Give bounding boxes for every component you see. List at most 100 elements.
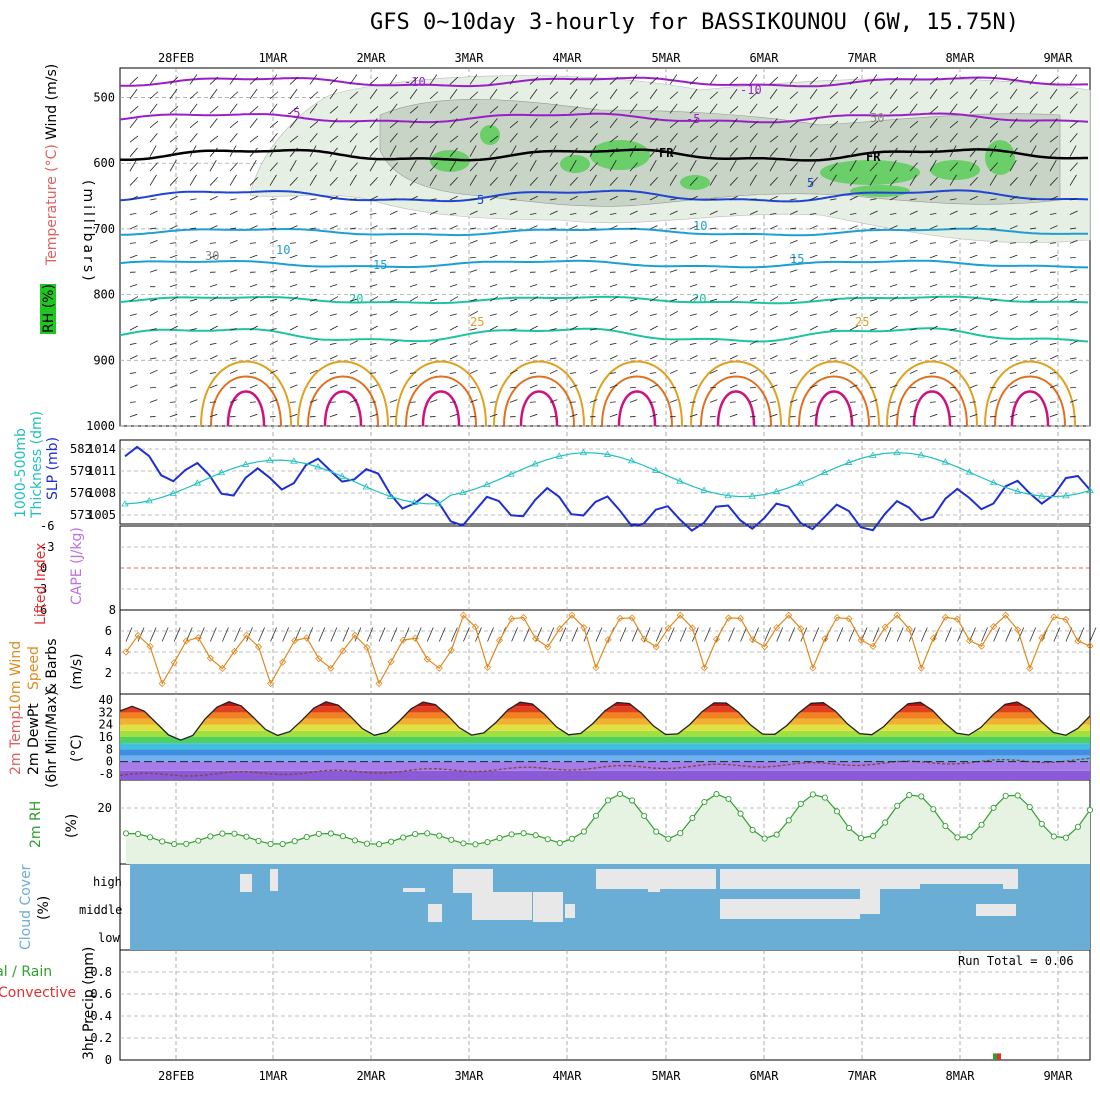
wind-barb (529, 413, 538, 418)
wind-barb (449, 296, 459, 302)
wind-barb (309, 132, 318, 143)
wind-barb (629, 340, 638, 345)
wind-barb (849, 355, 858, 360)
temp-band (120, 743, 1090, 750)
wind-barb (449, 147, 458, 157)
wind10-barb (487, 627, 494, 642)
wind-barb (789, 298, 798, 302)
wind10-barb (740, 627, 747, 642)
wind-barb (949, 399, 958, 403)
wind-barb (529, 106, 539, 114)
wind-barb (1029, 269, 1038, 273)
wind-barb (769, 195, 778, 201)
wind-barb (929, 284, 938, 288)
wind-barb (429, 310, 439, 316)
wind-barb (289, 195, 298, 201)
wind-barb (709, 357, 717, 360)
wind-barb (929, 413, 938, 418)
wind10-marker (604, 636, 612, 644)
wind-barb (409, 147, 418, 157)
wind-barb (349, 162, 358, 172)
wind-barb (709, 399, 718, 403)
wind-barb (589, 386, 596, 389)
rh2m-marker (231, 830, 238, 837)
wind-barb (469, 227, 477, 230)
wind-barb (449, 372, 457, 374)
wind-barb (129, 106, 139, 114)
wind-barb (469, 120, 479, 129)
wind-barb (349, 399, 358, 403)
wind-barb (169, 355, 178, 360)
wind-barb (449, 135, 459, 143)
wind-barb (689, 118, 698, 129)
wind10-line (125, 614, 1091, 685)
wind-barb (669, 369, 678, 374)
wind-barb (1029, 399, 1038, 403)
wind10-marker (351, 631, 359, 639)
wind-barb (369, 242, 376, 244)
wind-barb (229, 103, 238, 114)
wind-barb (1069, 132, 1078, 143)
wind-barb (409, 242, 416, 244)
wind-barb (389, 103, 398, 114)
wind-barb (449, 355, 458, 360)
wind-barb (729, 242, 736, 244)
wind-barb (149, 103, 158, 114)
wind-barb (389, 269, 398, 273)
wind-barb (629, 227, 637, 230)
wind-barb (449, 106, 459, 114)
wind10-barb (475, 627, 482, 642)
wind-barb (249, 225, 258, 230)
wind-barb (429, 328, 437, 331)
wind-barb (509, 369, 518, 374)
wind-barb (289, 106, 299, 114)
wind-barb (389, 145, 397, 157)
wind10-barb (258, 627, 265, 642)
wind10-barb (908, 627, 916, 642)
wind-barb (749, 74, 758, 85)
wind10-marker (773, 624, 781, 632)
wind-barb (1009, 160, 1017, 172)
wind-barb (749, 174, 757, 186)
wind-barb (889, 325, 898, 331)
cloud-label: Cloud Cover (18, 864, 34, 950)
wind-barb (809, 284, 818, 288)
wind-barb (169, 213, 177, 215)
wind-barb (869, 132, 878, 143)
wind-barb (429, 340, 438, 345)
wind-barb (529, 213, 537, 215)
wind-barb (1049, 213, 1057, 215)
wind10-marker (700, 664, 708, 672)
label-rh30: 30 (205, 249, 219, 263)
slp-tick: 1014 (87, 442, 116, 456)
wind-barb (249, 384, 258, 389)
wind-barb (769, 413, 778, 418)
wind-barb (869, 269, 878, 273)
date-label-top: 4MAR (553, 51, 583, 65)
cloud-high-label: high (93, 875, 122, 889)
wind-barb (329, 76, 339, 85)
wind-barb (849, 372, 857, 374)
wind-barb (589, 298, 598, 302)
wind-barb (249, 76, 259, 85)
wind-barb (929, 213, 937, 215)
wind-barb (149, 74, 158, 85)
wind-barb (709, 198, 717, 201)
wind-barb (869, 328, 877, 331)
wind-barb (609, 413, 618, 418)
wind-barb (489, 372, 497, 374)
rh2m-marker (942, 822, 949, 830)
wind10-barb (1053, 627, 1061, 642)
rh2m-marker (870, 832, 877, 839)
slp-tick: 1008 (87, 486, 116, 500)
wind-barb (349, 74, 358, 85)
wind-barb (769, 147, 778, 157)
wind-barb (129, 296, 139, 302)
wind-barb (129, 242, 136, 244)
rh2m-marker (303, 833, 310, 841)
wind10-barb (390, 627, 398, 642)
wind-barb (849, 384, 858, 389)
wind-barb (969, 76, 979, 85)
wind10-barb (704, 627, 711, 642)
